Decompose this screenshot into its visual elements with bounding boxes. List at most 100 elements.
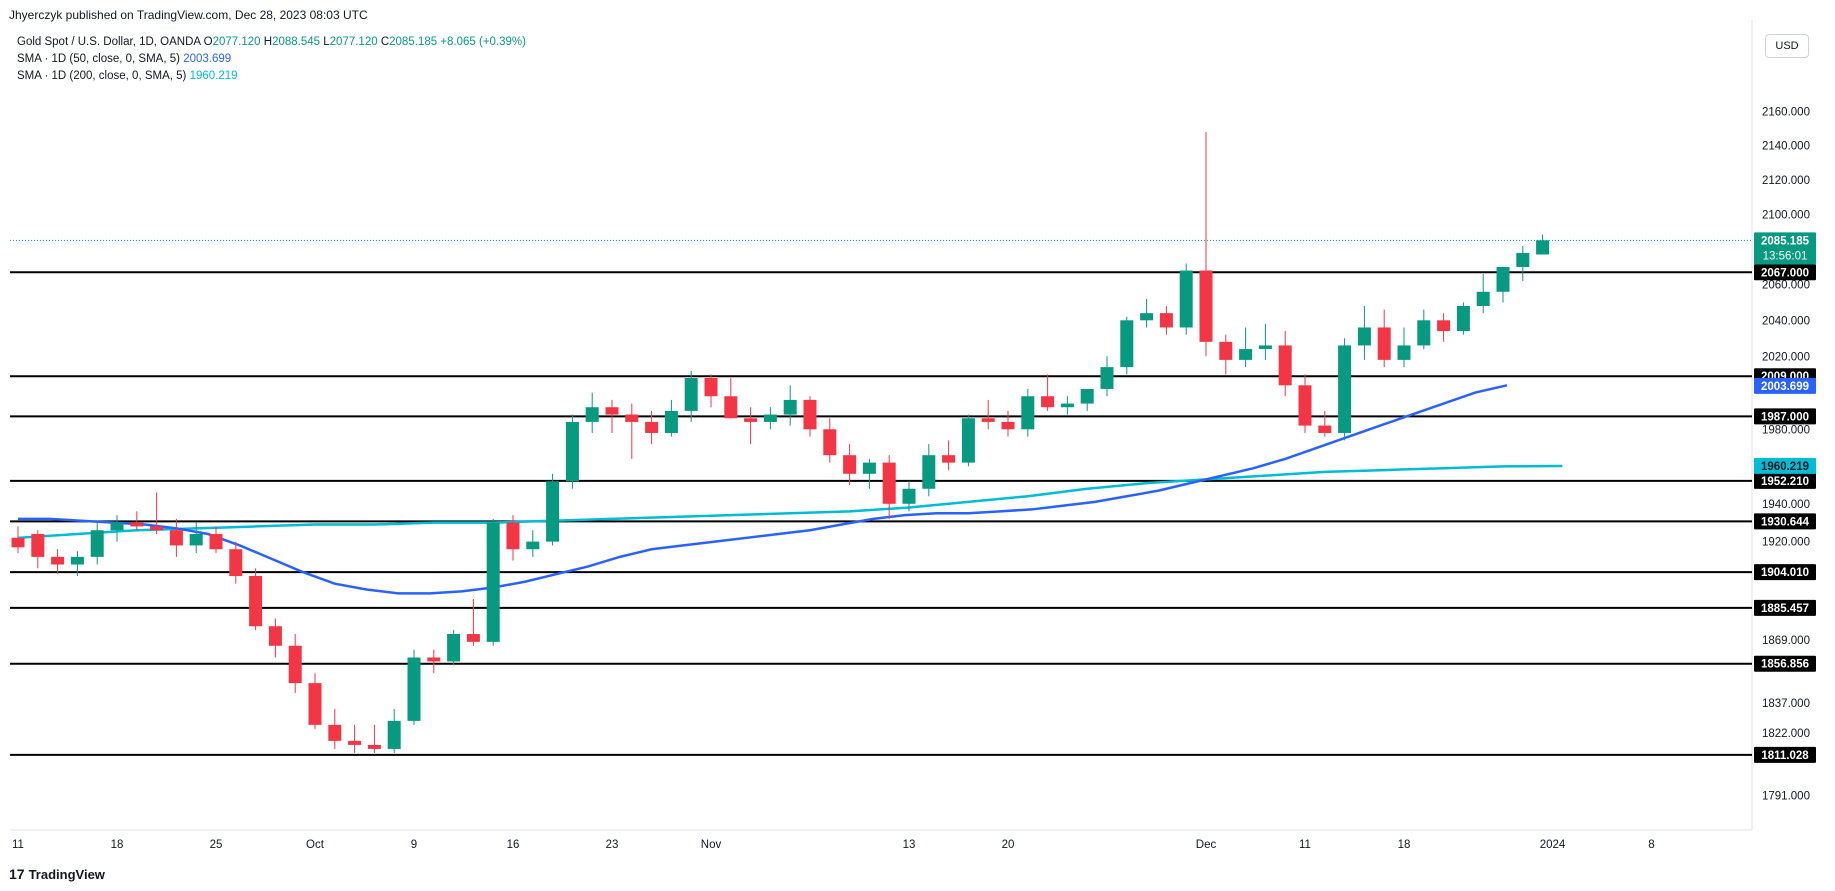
candle-body bbox=[1239, 349, 1253, 360]
sma50-price-tag-bg bbox=[1754, 377, 1816, 394]
candle-body bbox=[466, 634, 480, 642]
candle-body bbox=[1496, 267, 1510, 292]
level-price-tag: 1952.210 bbox=[1761, 476, 1809, 488]
candle-body bbox=[367, 744, 381, 749]
candle-body bbox=[169, 530, 183, 546]
candle-body bbox=[506, 522, 520, 550]
y-tick-label: 1822.000 bbox=[1762, 728, 1810, 740]
candle-body bbox=[427, 657, 441, 662]
level-price-tag: 1930.644 bbox=[1761, 516, 1810, 528]
candle-body bbox=[1516, 252, 1530, 268]
level-price-tag-bg bbox=[1754, 746, 1816, 763]
candle-body bbox=[1021, 396, 1035, 430]
candle-body bbox=[882, 462, 896, 504]
symbol-title: Gold Spot / U.S. Dollar, 1D, OANDA bbox=[17, 36, 201, 48]
candle-body bbox=[1476, 291, 1490, 307]
sma50-value: 2003.699 bbox=[183, 53, 232, 65]
x-tick-label: 20 bbox=[1002, 839, 1015, 851]
x-tick-label: 23 bbox=[606, 839, 619, 851]
tradingview-logo-icon: 17 bbox=[9, 866, 25, 882]
tradingview-logo[interactable]: 17 TradingView bbox=[9, 866, 105, 882]
x-tick-label: 18 bbox=[1398, 839, 1411, 851]
candle-body bbox=[1258, 345, 1272, 350]
level-price-tag: 1904.010 bbox=[1761, 567, 1809, 579]
candle-body bbox=[1100, 367, 1114, 389]
sma200-label: SMA · 1D (200, close, 0, SMA, 5) bbox=[17, 70, 187, 82]
candle-body bbox=[1080, 388, 1094, 404]
candle-body bbox=[308, 683, 322, 725]
candle-body bbox=[961, 418, 975, 463]
candle-body bbox=[1298, 385, 1312, 426]
candle-body bbox=[546, 481, 560, 542]
candle-body bbox=[565, 421, 579, 482]
candle-body bbox=[664, 410, 678, 433]
candle-body bbox=[1159, 313, 1173, 328]
candle-body bbox=[189, 534, 203, 546]
y-tick-label: 2060.000 bbox=[1762, 280, 1810, 292]
candle-body bbox=[585, 407, 599, 422]
y-tick-label: 1940.000 bbox=[1762, 499, 1810, 511]
candle-body bbox=[447, 634, 461, 662]
candle-body bbox=[150, 526, 164, 531]
high-label: H bbox=[263, 36, 273, 48]
x-tick-label: 8 bbox=[1648, 839, 1654, 851]
candle-body bbox=[724, 396, 738, 419]
candle-body bbox=[1417, 320, 1431, 346]
level-price-tag: 1885.457 bbox=[1761, 603, 1809, 615]
candle-body bbox=[1060, 403, 1074, 408]
level-price-tag-bg bbox=[1754, 264, 1816, 281]
sma50-row[interactable]: SMA · 1D (50, close, 0, SMA, 5) 2003.699 bbox=[17, 51, 526, 68]
tradingview-brand: TradingView bbox=[28, 866, 105, 882]
candle-body bbox=[1001, 421, 1015, 430]
sma200-row[interactable]: SMA · 1D (200, close, 0, SMA, 5) 1960.21… bbox=[17, 68, 526, 85]
candle-body bbox=[783, 399, 797, 415]
low-label: L bbox=[323, 36, 330, 48]
open-value: 2077.120 bbox=[212, 36, 261, 48]
candle-body bbox=[902, 488, 916, 504]
level-price-tag-bg bbox=[1754, 472, 1816, 489]
sma200-value: 1960.219 bbox=[189, 70, 238, 82]
candle-body bbox=[823, 429, 837, 456]
candle-body bbox=[744, 418, 758, 422]
candle-body bbox=[130, 522, 144, 527]
x-tick-label: Nov bbox=[701, 839, 722, 851]
candle-body bbox=[51, 556, 65, 565]
current-price-tag-bg bbox=[1754, 232, 1816, 265]
currency-button[interactable]: USD bbox=[1765, 34, 1809, 58]
sma200-price-tag-bg bbox=[1754, 457, 1816, 474]
low-value: 2077.120 bbox=[329, 36, 378, 48]
candle-body bbox=[1041, 396, 1055, 408]
candle-body bbox=[843, 455, 857, 474]
y-tick-label: 1837.000 bbox=[1762, 698, 1810, 710]
y-tick-label: 1869.000 bbox=[1762, 635, 1810, 647]
y-tick-label: 2140.000 bbox=[1762, 141, 1810, 153]
candle-body bbox=[328, 724, 342, 741]
level-price-tag: 2067.000 bbox=[1761, 267, 1809, 279]
y-tick-label: 2040.000 bbox=[1762, 315, 1810, 327]
y-tick-label: 2120.000 bbox=[1762, 175, 1810, 187]
candle-body bbox=[110, 522, 124, 531]
sma200-line bbox=[17, 464, 1563, 540]
y-tick-label: 1791.000 bbox=[1762, 791, 1810, 803]
current-price-tag: 2085.185 bbox=[1761, 235, 1810, 247]
candle-body bbox=[387, 720, 401, 749]
x-tick-label: 18 bbox=[111, 839, 124, 851]
candle-body bbox=[1536, 240, 1550, 255]
candle-body bbox=[526, 541, 540, 550]
candle-body bbox=[268, 626, 282, 646]
sma50-label: SMA · 1D (50, close, 0, SMA, 5) bbox=[17, 53, 180, 65]
x-tick-label: 11 bbox=[1299, 839, 1311, 851]
level-price-tag-bg bbox=[1754, 513, 1816, 530]
symbol-row: Gold Spot / U.S. Dollar, 1D, OANDA O2077… bbox=[17, 34, 526, 51]
candle-body bbox=[407, 657, 421, 721]
candle-body bbox=[11, 537, 25, 548]
candle-body bbox=[486, 522, 500, 642]
candle-body bbox=[625, 414, 639, 422]
candle-body bbox=[605, 407, 619, 415]
y-tick-label: 1980.000 bbox=[1762, 424, 1810, 436]
candle-body bbox=[645, 421, 659, 433]
level-price-tag-bg bbox=[1754, 564, 1816, 581]
candle-body bbox=[1179, 270, 1193, 328]
high-value: 2088.545 bbox=[272, 36, 321, 48]
